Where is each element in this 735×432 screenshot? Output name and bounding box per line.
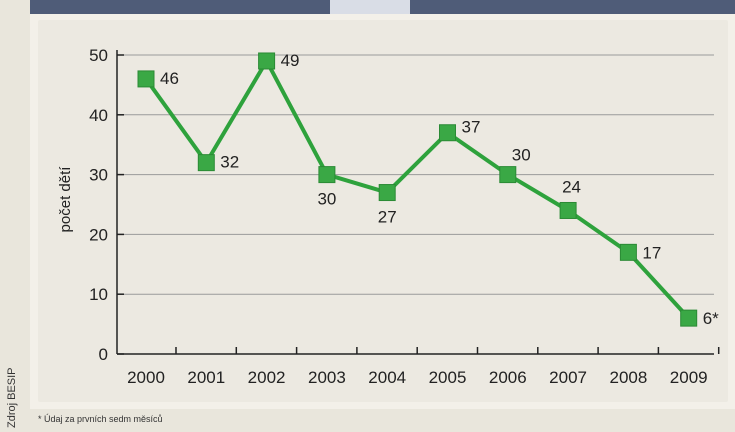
- data-label: 49: [281, 51, 300, 70]
- x-tick-label: 2003: [308, 368, 346, 387]
- data-point: [318, 166, 336, 184]
- header-banner-highlight: [330, 0, 410, 14]
- line-chart: 0 10 20 30 40 50 2000 2001 2002 2003 2004 2005 2006 2…: [57, 46, 720, 387]
- x-tick-label: 2008: [609, 368, 647, 387]
- source-label: Zdroj BESIP: [6, 367, 18, 428]
- data-label: 6*: [703, 309, 719, 328]
- labels: 0 10 20 30 40 50 2000 2001 2002 2003 2004 2005 2006 2…: [89, 46, 719, 387]
- data-point: [499, 166, 517, 184]
- data-point: [619, 243, 637, 261]
- data-point: [137, 70, 155, 88]
- data-point: [559, 201, 577, 219]
- data-label: 46: [160, 69, 179, 88]
- y-tick-label: 30: [89, 166, 108, 185]
- data-point: [439, 124, 456, 142]
- data-point: [378, 184, 396, 202]
- data-label: 27: [378, 208, 397, 227]
- footnote: * Údaj za prvních sedm měsíců: [38, 414, 163, 424]
- data-label: 32: [220, 153, 239, 172]
- y-axis-label: počet dětí: [57, 166, 74, 233]
- gridlines: [117, 54, 714, 295]
- data-label: 37: [462, 118, 481, 137]
- markers: [137, 52, 698, 327]
- y-tick-label: 40: [89, 106, 108, 125]
- x-tick-label: 2001: [187, 368, 225, 387]
- data-point: [197, 154, 215, 172]
- y-tick-label: 0: [99, 345, 108, 364]
- x-tick-label: 2005: [429, 368, 467, 387]
- series-line: [144, 58, 691, 320]
- x-tick-label: 2000: [127, 368, 165, 387]
- series-line-layer: [144, 58, 691, 320]
- data-point: [680, 309, 698, 327]
- data-label: 17: [642, 243, 661, 262]
- x-tick-label: 2007: [549, 368, 587, 387]
- x-tick-label: 2004: [368, 368, 406, 387]
- data-label: 24: [562, 177, 581, 196]
- y-tick-label: 10: [89, 285, 108, 304]
- axes: [116, 50, 720, 355]
- x-tick-label: 2002: [248, 368, 286, 387]
- y-tick-label: 20: [89, 225, 108, 244]
- x-tick-label: 2006: [489, 368, 527, 387]
- data-label: 30: [317, 190, 336, 209]
- y-tick-label: 50: [89, 46, 108, 65]
- data-label: 30: [512, 146, 531, 165]
- data-point: [258, 52, 276, 70]
- x-tick-label: 2009: [670, 368, 708, 387]
